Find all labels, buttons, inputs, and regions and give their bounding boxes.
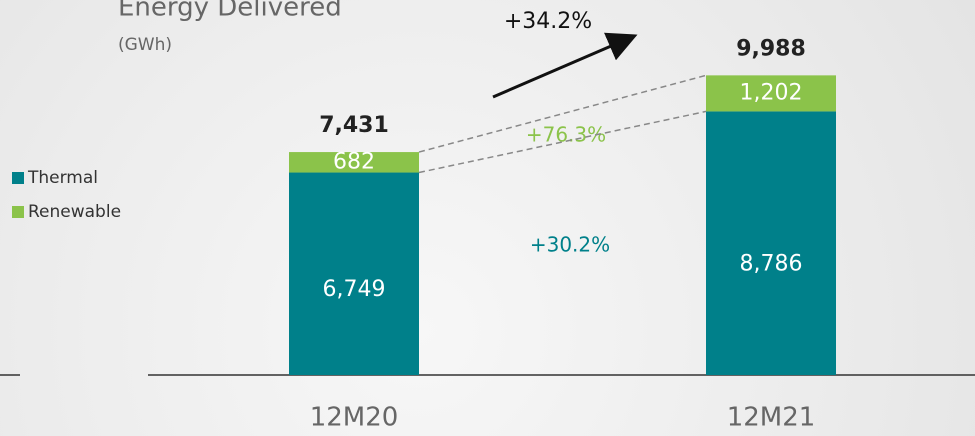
total-label: 9,988 xyxy=(736,36,806,61)
data-label: 8,786 xyxy=(740,251,803,276)
legend-swatch xyxy=(12,206,24,218)
x-tick-label: 12M21 xyxy=(727,403,816,433)
bar-segment xyxy=(289,152,419,173)
x-tick-label: 12M20 xyxy=(310,403,399,433)
bar-segment xyxy=(706,111,836,376)
legend-label: Thermal xyxy=(27,168,98,188)
legend-swatch xyxy=(12,172,24,184)
bar-segment xyxy=(706,75,836,112)
annotation: +76.3% xyxy=(526,123,606,147)
growth-arrow xyxy=(492,32,638,99)
legend-label: Renewable xyxy=(28,202,121,222)
data-label: 682 xyxy=(333,149,375,174)
annotation: +30.2% xyxy=(530,233,610,257)
connector xyxy=(418,110,707,174)
total-label: 7,431 xyxy=(319,113,389,138)
bar-segment xyxy=(289,172,419,375)
chart-title: Energy Delivered xyxy=(118,0,342,23)
chart-subtitle: (GWh) xyxy=(118,35,172,55)
data-label: 1,202 xyxy=(740,80,803,105)
annotation: +34.2% xyxy=(504,9,592,34)
data-label: 6,749 xyxy=(323,277,386,302)
